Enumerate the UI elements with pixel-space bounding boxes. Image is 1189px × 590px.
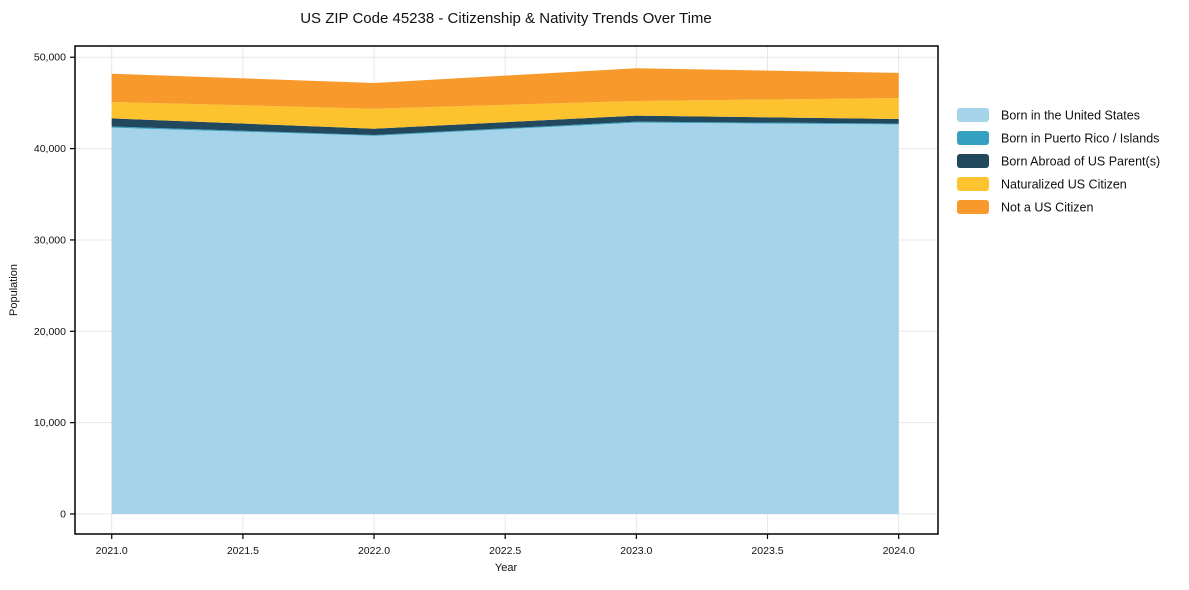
- x-tick-label: 2022.5: [489, 545, 521, 557]
- legend: Born in the United States Born in Puerto …: [957, 108, 1160, 215]
- x-tick-label: 2023.5: [751, 545, 783, 557]
- plot-border: [74, 45, 939, 535]
- y-tick-label: 0: [60, 508, 66, 520]
- y-tick-label: 20,000: [34, 326, 66, 338]
- x-tick-label: 2023.0: [620, 545, 652, 557]
- legend-swatch: [957, 154, 989, 168]
- x-tick-label: 2021.5: [227, 545, 259, 557]
- y-tick-label: 30,000: [34, 234, 66, 246]
- legend-item: Not a US Citizen: [957, 200, 1093, 215]
- y-axis-label: Population: [8, 264, 20, 316]
- y-tick-label: 40,000: [34, 143, 66, 155]
- legend-label: Born in the United States: [1001, 109, 1140, 123]
- legend-item: Born in the United States: [957, 108, 1140, 123]
- legend-swatch: [957, 108, 989, 122]
- legend-item: Born in Puerto Rico / Islands: [957, 131, 1159, 146]
- area-series-1: [111, 121, 899, 136]
- area-series-4: [111, 68, 899, 109]
- chart-title: US ZIP Code 45238 - Citizenship & Nativi…: [300, 10, 712, 27]
- x-tick-label: 2022.0: [358, 545, 390, 557]
- legend-label: Not a US Citizen: [1001, 201, 1093, 215]
- area-series-3: [111, 98, 899, 129]
- legend-label: Born in Puerto Rico / Islands: [1001, 132, 1159, 146]
- legend-item: Born Abroad of US Parent(s): [957, 154, 1160, 169]
- legend-swatch: [957, 131, 989, 145]
- legend-swatch: [957, 200, 989, 214]
- x-tick-label: 2021.0: [96, 545, 128, 557]
- area-series-0: [111, 122, 899, 514]
- legend-swatch: [957, 177, 989, 191]
- legend-label: Naturalized US Citizen: [1001, 178, 1127, 192]
- legend-item: Naturalized US Citizen: [957, 177, 1127, 192]
- y-tick-label: 10,000: [34, 417, 66, 429]
- axes: [70, 45, 939, 539]
- tick-labels: 2021.0 2021.5 2022.0 2022.5 2023.0 2023.5 2024…: [34, 52, 915, 557]
- x-axis-label: Year: [495, 562, 518, 574]
- legend-label: Born Abroad of US Parent(s): [1001, 155, 1160, 169]
- area-series-2: [111, 115, 899, 135]
- y-tick-label: 50,000: [34, 52, 66, 64]
- x-tick-label: 2024.0: [883, 545, 915, 557]
- stacked-areas: [111, 68, 899, 514]
